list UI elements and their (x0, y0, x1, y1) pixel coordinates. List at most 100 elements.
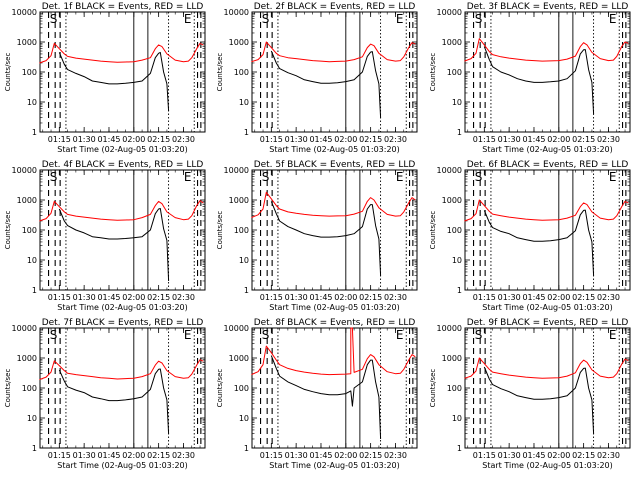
panel-title: Det. 4f BLACK = Events, RED = LLD (42, 160, 204, 170)
y-tick-label: 1000 (442, 354, 462, 363)
x-tick-label: 02:00 (122, 293, 145, 302)
panel-title: Det. 9f BLACK = Events, RED = LLD (467, 318, 629, 328)
region-label: S (475, 12, 483, 26)
plot-frame (464, 11, 631, 133)
x-tick-label: 01:15 (260, 293, 283, 302)
y-tick-label: 1 (457, 128, 462, 137)
x-tick-label: 02:00 (334, 135, 357, 144)
series-line-events (483, 366, 595, 434)
series-line-events (58, 51, 170, 112)
region-label: S (50, 12, 58, 26)
x-tick-label: 01:45 (522, 135, 545, 144)
y-tick-label: 10 (452, 98, 462, 107)
y-axis-label: Counts/sec (429, 211, 437, 250)
x-tick-label: 01:45 (522, 293, 545, 302)
detector-panel: Det. 8f BLACK = Events, RED = LLD Counts/… (216, 318, 418, 470)
region-label: E (184, 170, 192, 184)
series-line-events (483, 209, 595, 276)
region-label: S (50, 328, 58, 342)
x-tick-label: 01:15 (473, 135, 496, 144)
x-tick-label: 01:30 (73, 451, 96, 460)
y-tick-label: 1 (457, 286, 462, 295)
x-tick-label: 02:15 (359, 451, 382, 460)
series-line-lld (39, 359, 204, 381)
x-tick-label: 02:30 (384, 293, 407, 302)
plot-frame (39, 327, 206, 449)
plot-frame (251, 327, 418, 449)
x-tick-label: 01:30 (285, 451, 308, 460)
y-tick-label: 10 (239, 98, 249, 107)
y-axis-label: Counts/sec (4, 53, 12, 92)
y-tick-label: 100 (447, 384, 462, 393)
x-tick-label: 02:15 (572, 451, 595, 460)
x-tick-label: 01:45 (309, 451, 332, 460)
y-tick-label: 10 (452, 256, 462, 265)
detector-panel: Det. 3f BLACK = Events, RED = LLD Counts/… (429, 2, 631, 154)
y-tick-label: 10000 (12, 324, 37, 333)
x-tick-label: 01:30 (285, 293, 308, 302)
x-tick-label: 01:30 (498, 293, 521, 302)
x-tick-label: 02:30 (597, 293, 620, 302)
x-tick-label: 02:00 (547, 135, 570, 144)
series-line-lld (39, 42, 204, 64)
x-tick-label: 02:15 (147, 135, 170, 144)
region-label: S (475, 328, 483, 342)
detector-panel: Det. 7f BLACK = Events, RED = LLD Counts/… (4, 318, 206, 470)
x-tick-label: 01:15 (260, 135, 283, 144)
series-line-lld (464, 199, 629, 222)
y-tick-label: 1 (244, 444, 249, 453)
region-label: S (475, 170, 483, 184)
y-tick-label: 100 (234, 226, 249, 235)
panel-title: Det. 7f BLACK = Events, RED = LLD (42, 318, 204, 328)
y-tick-label: 1000 (442, 196, 462, 205)
x-tick-label: 01:45 (522, 451, 545, 460)
x-tick-label: 02:00 (547, 293, 570, 302)
x-tick-label: 01:15 (473, 293, 496, 302)
x-tick-label: 02:15 (572, 293, 595, 302)
y-axis-label: Counts/sec (216, 211, 224, 250)
series-line-lld (251, 191, 416, 219)
y-tick-label: 1000 (17, 196, 37, 205)
region-label: E (396, 328, 404, 342)
detector-panel: Det. 4f BLACK = Events, RED = LLD Counts/… (4, 160, 206, 312)
y-tick-label: 10 (239, 414, 249, 423)
x-axis-label: Start Time (02-Aug-05 01:03:20) (482, 461, 613, 470)
x-tick-label: 01:45 (97, 451, 120, 460)
y-tick-label: 1 (32, 444, 37, 453)
x-axis-label: Start Time (02-Aug-05 01:03:20) (269, 461, 400, 470)
y-tick-label: 10000 (12, 8, 37, 17)
x-axis-label: Start Time (02-Aug-05 01:03:20) (57, 303, 188, 312)
x-axis-label: Start Time (02-Aug-05 01:03:20) (57, 461, 188, 470)
y-tick-label: 100 (447, 226, 462, 235)
series-line-events (483, 46, 595, 114)
x-tick-label: 02:00 (334, 451, 357, 460)
region-label: E (396, 12, 404, 26)
x-tick-label: 01:45 (309, 293, 332, 302)
y-tick-label: 10000 (224, 324, 249, 333)
series-line-events (270, 355, 382, 440)
y-tick-label: 1000 (17, 354, 37, 363)
y-tick-label: 10 (27, 256, 37, 265)
x-axis-label: Start Time (02-Aug-05 01:03:20) (269, 145, 400, 154)
plot-frame (39, 11, 206, 133)
plot-frame (39, 169, 206, 291)
x-tick-label: 02:30 (384, 451, 407, 460)
region-label: E (184, 328, 192, 342)
x-tick-label: 01:30 (498, 451, 521, 460)
x-tick-label: 02:30 (597, 135, 620, 144)
y-axis-label: Counts/sec (216, 369, 224, 408)
detector-panel: Det. 1f BLACK = Events, RED = LLD Counts/… (4, 2, 206, 154)
region-label: S (262, 170, 270, 184)
panel-title: Det. 1f BLACK = Events, RED = LLD (42, 2, 204, 12)
y-tick-label: 100 (447, 68, 462, 77)
x-tick-label: 02:30 (384, 135, 407, 144)
x-tick-label: 01:30 (73, 135, 96, 144)
detector-panel: Det. 5f BLACK = Events, RED = LLD Counts/… (216, 160, 418, 312)
x-tick-label: 02:30 (597, 451, 620, 460)
panel-title: Det. 5f BLACK = Events, RED = LLD (254, 160, 416, 170)
y-tick-label: 100 (234, 384, 249, 393)
region-label: E (184, 12, 192, 26)
region-label: S (262, 328, 270, 342)
x-tick-label: 02:30 (172, 135, 195, 144)
